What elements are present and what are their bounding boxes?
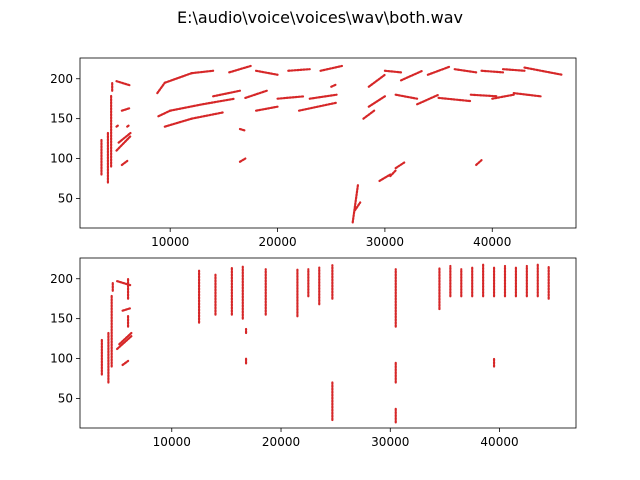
top-pitch-segment xyxy=(491,93,515,100)
top-pitch-segment xyxy=(367,95,387,108)
top-pitch-segment xyxy=(120,107,131,112)
bottom-y-tick-label: 150 xyxy=(50,312,73,326)
bottom-pitch-segment xyxy=(118,331,133,346)
top-pitch-segment xyxy=(367,73,387,88)
top-pitch-segment xyxy=(394,93,419,100)
top-pitch-segment xyxy=(212,89,242,98)
top-pitch-segment xyxy=(308,93,338,100)
top-pitch-segment xyxy=(169,103,204,112)
top-pitch-segment xyxy=(383,69,403,74)
figure-title: E:\audio\voice\voices\wav\both.wav xyxy=(177,8,463,27)
top-pitch-segment xyxy=(115,135,132,152)
top-y-tick-label: 150 xyxy=(50,112,73,126)
top-pitch-segment xyxy=(276,95,306,100)
top-pitch-segment xyxy=(426,65,451,76)
bottom-x-tick-label: 10000 xyxy=(153,435,191,449)
bottom-y-tick-label: 50 xyxy=(58,391,73,405)
top-pitch-segment xyxy=(254,105,279,112)
top-pitch-segment xyxy=(389,169,397,178)
bottom-pitch-segment xyxy=(121,307,132,312)
top-pitch-segment xyxy=(416,93,440,106)
bottom-pitch-segment xyxy=(116,335,133,351)
top-pitch-segment xyxy=(330,83,338,88)
top-axes-frame xyxy=(79,57,577,229)
top-pitch-segment xyxy=(163,72,193,84)
top-pitch-segment xyxy=(523,66,564,76)
top-pitch-segment xyxy=(126,123,131,128)
top-pitch-segment xyxy=(163,117,193,128)
bottom-y-tick-label: 200 xyxy=(50,272,73,286)
top-pitch-segment xyxy=(201,97,236,106)
bottom-y-tick-label: 100 xyxy=(50,352,73,366)
top-pitch-segment xyxy=(238,157,247,163)
top-pitch-segment xyxy=(475,159,483,167)
bottom-axes-frame xyxy=(79,257,577,429)
top-pitch-segment xyxy=(117,131,132,144)
bottom-plot: 10000 20000 30000 40000 50 100 150 200 xyxy=(50,257,577,449)
top-pitch-segment xyxy=(190,69,215,75)
top-x-tick-label: 40000 xyxy=(473,235,511,249)
top-pitch-segment xyxy=(319,64,344,72)
top-pitch-segment xyxy=(501,68,526,72)
top-pitch-segment xyxy=(156,81,166,95)
top-x-tick-label: 20000 xyxy=(258,235,296,249)
top-pitch-segment xyxy=(353,201,362,212)
top-pitch-segment xyxy=(480,69,505,74)
top-pitch-segment xyxy=(437,96,472,103)
top-pitch-segment xyxy=(228,64,252,74)
top-pitch-segment xyxy=(469,93,499,98)
top-pitch-segment xyxy=(287,68,311,72)
top-pitch-segment xyxy=(362,109,376,120)
top-pitch-segment xyxy=(190,111,225,120)
bottom-x-tick-label: 30000 xyxy=(371,435,409,449)
bottom-pitch-segment xyxy=(121,359,130,367)
top-pitch-segment xyxy=(351,183,360,224)
top-pitch-segment xyxy=(120,159,129,167)
bottom-data-points xyxy=(100,263,550,424)
top-pitch-segment xyxy=(115,80,131,87)
top-y-tick-label: 50 xyxy=(58,191,73,205)
top-pitch-segment xyxy=(238,127,247,132)
top-pitch-segment xyxy=(115,123,120,128)
top-pitch-segment xyxy=(297,101,338,112)
top-x-tick-label: 30000 xyxy=(366,235,404,249)
top-y-tick-label: 200 xyxy=(50,72,73,86)
top-plot: 10000 20000 30000 40000 50 100 150 200 xyxy=(50,57,577,249)
top-y-tick-label: 100 xyxy=(50,152,73,166)
top-data-points xyxy=(100,64,564,224)
top-pitch-segment xyxy=(453,68,478,74)
top-pitch-segment xyxy=(394,161,406,170)
top-pitch-segment xyxy=(157,109,172,118)
top-x-tick-label: 10000 xyxy=(151,235,189,249)
top-pitch-segment xyxy=(512,92,542,98)
bottom-x-tick-label: 40000 xyxy=(480,435,518,449)
top-pitch-segment xyxy=(244,89,268,100)
top-pitch-segment xyxy=(378,173,392,183)
bottom-x-tick-label: 20000 xyxy=(262,435,300,449)
top-pitch-segment xyxy=(399,69,424,82)
top-pitch-segment xyxy=(254,69,279,76)
